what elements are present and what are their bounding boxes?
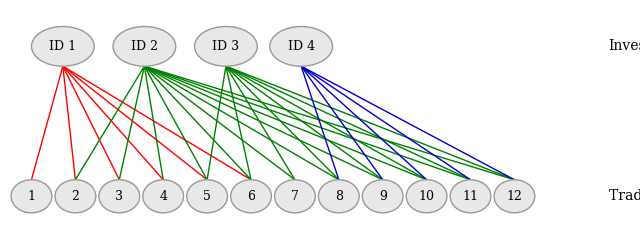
Ellipse shape <box>55 180 96 213</box>
Ellipse shape <box>494 180 535 213</box>
Text: 2: 2 <box>72 190 79 203</box>
Text: 1: 1 <box>28 190 35 203</box>
Text: 4: 4 <box>159 190 167 203</box>
Text: Investors: Investors <box>609 39 640 53</box>
Ellipse shape <box>275 180 316 213</box>
Ellipse shape <box>195 27 257 66</box>
Ellipse shape <box>270 27 333 66</box>
Ellipse shape <box>99 180 140 213</box>
Text: 6: 6 <box>247 190 255 203</box>
Ellipse shape <box>362 180 403 213</box>
Text: ID 2: ID 2 <box>131 40 158 53</box>
Ellipse shape <box>319 180 359 213</box>
Text: 10: 10 <box>419 190 435 203</box>
Ellipse shape <box>31 27 94 66</box>
Text: 12: 12 <box>506 190 522 203</box>
Ellipse shape <box>187 180 227 213</box>
Ellipse shape <box>143 180 184 213</box>
Text: Trading days: Trading days <box>609 189 640 203</box>
Text: ID 1: ID 1 <box>49 40 76 53</box>
Text: 8: 8 <box>335 190 343 203</box>
Text: 7: 7 <box>291 190 299 203</box>
Ellipse shape <box>450 180 491 213</box>
Text: ID 4: ID 4 <box>287 40 315 53</box>
Ellipse shape <box>113 27 176 66</box>
Text: 9: 9 <box>379 190 387 203</box>
Text: 3: 3 <box>115 190 124 203</box>
Text: ID 3: ID 3 <box>212 40 239 53</box>
Text: 5: 5 <box>203 190 211 203</box>
Ellipse shape <box>11 180 52 213</box>
Ellipse shape <box>406 180 447 213</box>
Ellipse shape <box>230 180 271 213</box>
Text: 11: 11 <box>463 190 479 203</box>
